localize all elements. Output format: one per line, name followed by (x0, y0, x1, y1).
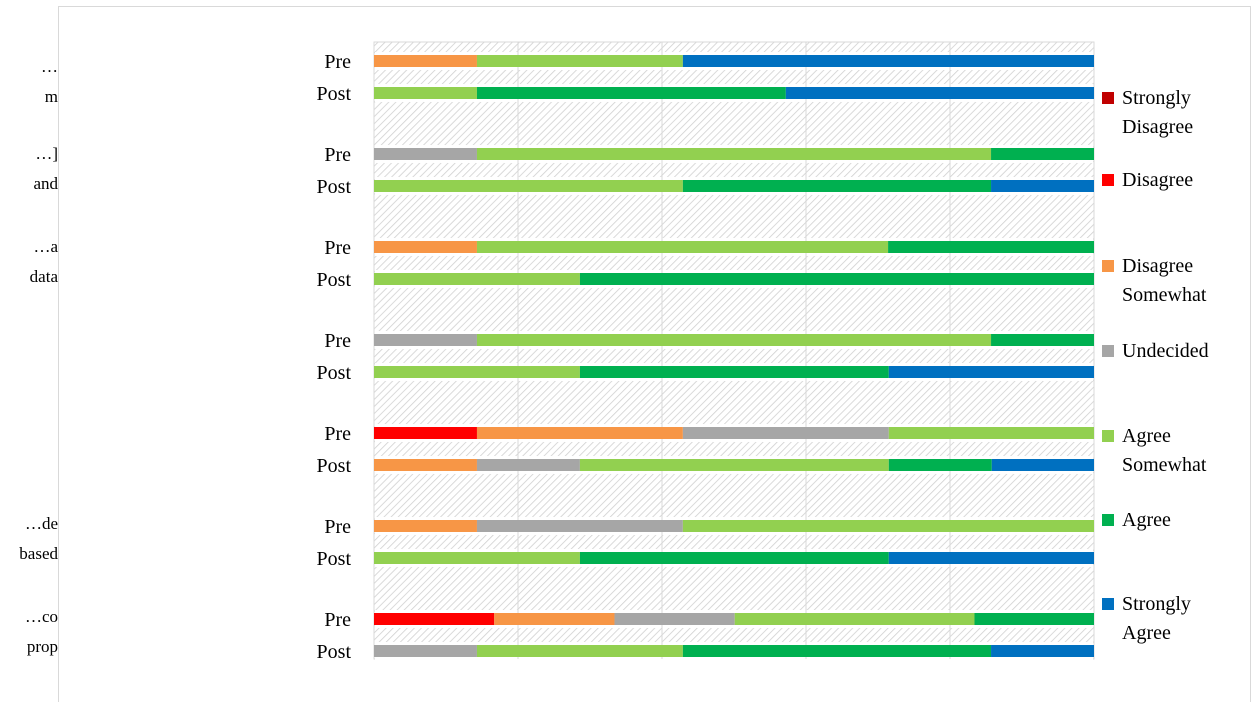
legend-label: Agree (1122, 509, 1171, 531)
legend-label: Disagree (1122, 169, 1193, 191)
category-label: Pre (324, 51, 351, 73)
bar-segment (374, 552, 580, 564)
bar-segment (476, 148, 992, 160)
bar-segment (476, 241, 889, 253)
category-label: Post (317, 362, 352, 384)
bar-segment (374, 645, 477, 657)
legend-item: Disagree Somewhat (1102, 255, 1207, 306)
question-label-line1: …] (35, 144, 58, 163)
bar-segment (682, 55, 1094, 67)
bar-segment (476, 645, 683, 657)
bar-segment (374, 87, 477, 99)
bar-segment (476, 459, 580, 471)
bar-segment (374, 148, 477, 160)
bar-segment (734, 613, 975, 625)
question-label-line2: data (29, 267, 58, 286)
legend-swatch (1102, 260, 1114, 272)
question-label-line1: …a (33, 237, 58, 256)
legend-item: Agree Somewhat (1102, 425, 1207, 476)
bar-segment (476, 427, 683, 439)
bar-segment (476, 55, 683, 67)
category-label: Pre (324, 237, 351, 259)
question-labels-panel: … m …] and …a data …de based …co prop (0, 0, 58, 702)
legend-swatch (1102, 514, 1114, 526)
category-label: Pre (324, 609, 351, 631)
legend-label: Agree Somewhat (1122, 425, 1207, 476)
bar-segment (374, 520, 477, 532)
legend-label: Disagree Somewhat (1122, 255, 1207, 306)
bar-segment (974, 613, 1094, 625)
bar-segment (374, 427, 477, 439)
bar-segment (579, 273, 1094, 285)
bar-segment (888, 552, 1094, 564)
legend-label: Strongly Disagree (1122, 87, 1193, 138)
bar-segment (991, 148, 1094, 160)
question-label-line1: …co (24, 607, 58, 626)
bar-segment (374, 613, 495, 625)
bar-segment (374, 459, 477, 471)
bar-segment (682, 645, 992, 657)
bar-segment (614, 613, 735, 625)
chart-frame: Pre Post Pre Post Pre Post Pre Post Pre Post Pre Po… (58, 6, 1251, 702)
category-label: Pre (324, 516, 351, 538)
category-label: Post (317, 269, 352, 291)
bar-segment (785, 87, 1094, 99)
legend-swatch (1102, 92, 1114, 104)
bar-segment (888, 427, 1094, 439)
bar-segment (374, 55, 477, 67)
bar-segment (476, 87, 786, 99)
bar-segment (888, 459, 992, 471)
legend-label: Undecided (1122, 340, 1209, 362)
bar-segment (682, 180, 992, 192)
category-label: Pre (324, 423, 351, 445)
category-label: Post (317, 548, 352, 570)
category-label: Pre (324, 144, 351, 166)
question-label-line1: … (41, 57, 58, 76)
question-label-line2: m (44, 87, 58, 106)
bar-segment (476, 334, 992, 346)
bar-segment (682, 520, 1094, 532)
bar-segment (476, 520, 683, 532)
bar-segment (888, 366, 1094, 378)
bar-segment (888, 241, 1094, 253)
legend-swatch (1102, 174, 1114, 186)
category-label: Post (317, 641, 352, 663)
legend-swatch (1102, 345, 1114, 357)
bar-segment (374, 334, 477, 346)
bar-segment (682, 427, 889, 439)
legend-swatch (1102, 430, 1114, 442)
legend-item: Agree (1102, 509, 1171, 531)
legend-label: Strongly Agree (1122, 593, 1191, 644)
bar-segment (991, 334, 1094, 346)
bar-segment (374, 273, 580, 285)
question-label-line1: …de (24, 514, 58, 533)
bar-segment (991, 645, 1094, 657)
bar-segment (374, 241, 477, 253)
category-label: Pre (324, 330, 351, 352)
legend-item: Undecided (1102, 340, 1209, 362)
question-label-line2: and (33, 174, 58, 193)
legend-swatch (1102, 598, 1114, 610)
bar-segment (579, 366, 889, 378)
bar-segment (991, 459, 1094, 471)
bar-segment (579, 552, 889, 564)
bar-segment (991, 180, 1094, 192)
legend-item: Disagree (1102, 169, 1193, 191)
bar-segment (579, 459, 889, 471)
question-label-line2: based (19, 544, 58, 563)
category-label: Post (317, 83, 352, 105)
category-label: Post (317, 455, 352, 477)
bar-segment (374, 366, 580, 378)
category-label: Post (317, 176, 352, 198)
stacked-bar-chart: Pre Post Pre Post Pre Post Pre Post Pre Post Pre Po… (317, 41, 1209, 663)
legend-item: Strongly Agree (1102, 593, 1191, 644)
bar-segment (494, 613, 615, 625)
legend-item: Strongly Disagree (1102, 87, 1193, 138)
question-label-line2: prop (26, 637, 58, 656)
bar-segment (374, 180, 683, 192)
